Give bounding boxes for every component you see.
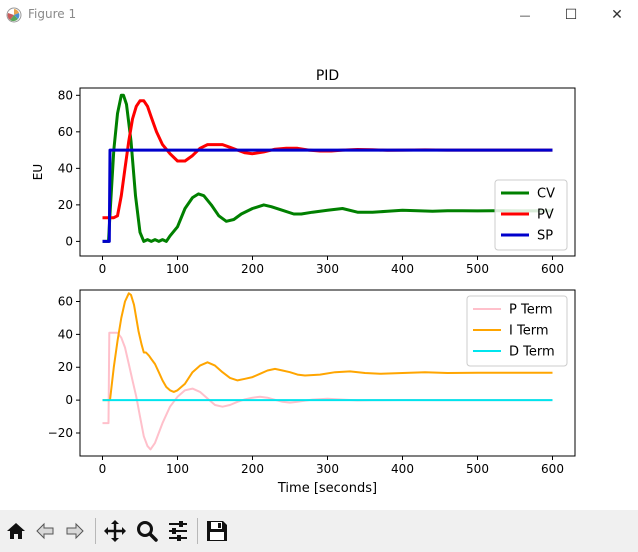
- x-tick-label: 300: [316, 462, 339, 476]
- x-tick-label: 200: [241, 462, 264, 476]
- back-button[interactable]: [32, 517, 58, 545]
- y-tick-label: 0: [65, 393, 73, 407]
- x-tick-label: 500: [466, 262, 489, 276]
- navigation-toolbar: [0, 510, 638, 552]
- legend-frame: [494, 179, 568, 251]
- y-tick-label: 0: [65, 234, 73, 248]
- axes-1: 0 100 200 300 400 500 600 0 20 40 60 80 PID EU CV PV SP: [31, 68, 576, 276]
- x-tick-label: 500: [466, 462, 489, 476]
- window-titlebar: Figure 1 — ☐ ✕: [0, 0, 638, 30]
- chart-title: PID: [316, 68, 339, 84]
- close-button[interactable]: ✕: [594, 0, 638, 30]
- y-tick-label: 40: [58, 161, 73, 175]
- forward-arrow-icon: [66, 522, 84, 540]
- minimize-button[interactable]: —: [502, 0, 548, 30]
- x-tick-label: 400: [391, 462, 414, 476]
- x-tick-label: 200: [241, 262, 264, 276]
- legend-frame: [466, 295, 568, 367]
- x-tick-label: 0: [99, 262, 107, 276]
- axes-background: [80, 88, 575, 256]
- x-tick-label: 400: [391, 262, 414, 276]
- maximize-icon: ☐: [564, 7, 578, 23]
- legend-label: D Term: [509, 345, 555, 360]
- configure-subplots-button[interactable]: [165, 517, 191, 545]
- x-tick-label: 300: [316, 262, 339, 276]
- series-line-p-term: [102, 331, 553, 451]
- x-tick-label: 0: [99, 462, 107, 476]
- y-tick-label: 80: [58, 88, 73, 102]
- x-tick-label: 600: [541, 262, 564, 276]
- save-floppy-icon: [207, 521, 227, 541]
- legend-label: PV: [537, 208, 554, 223]
- y-tick-label: 60: [58, 295, 73, 309]
- legend: P Term I Term D Term: [466, 295, 568, 367]
- x-tick-label: 100: [166, 262, 189, 276]
- home-icon: [7, 523, 25, 539]
- pan-button[interactable]: [102, 517, 128, 545]
- figure-canvas[interactable]: 0 100 200 300 400 500 600 0 20 40 60 80 PID EU CV PV SP 0…: [0, 30, 638, 510]
- x-axis-label: Time [seconds]: [277, 481, 377, 496]
- x-tick-label: 600: [541, 462, 564, 476]
- y-tick-label: 20: [58, 360, 73, 374]
- legend-label: SP: [537, 229, 553, 244]
- back-arrow-icon: [36, 522, 54, 540]
- legend: CV PV SP: [494, 179, 568, 251]
- pan-move-icon: [104, 520, 126, 542]
- configure-subplots-icon: [169, 521, 187, 541]
- close-icon: ✕: [611, 7, 623, 23]
- y-axis-label: EU: [31, 164, 45, 180]
- maximize-button[interactable]: ☐: [548, 0, 594, 30]
- matplotlib-logo-icon: [6, 7, 22, 23]
- legend-label: CV: [537, 187, 555, 202]
- series-line-i-term: [102, 292, 553, 402]
- y-tick-label: −20: [48, 426, 73, 440]
- legend-label: I Term: [509, 324, 548, 339]
- zoom-button[interactable]: [134, 517, 160, 545]
- axes-2: 0 100 200 300 400 500 600 −20 0 20 40 60 Time [secon…: [48, 289, 576, 496]
- y-tick-label: 40: [58, 327, 73, 341]
- series-line-sp: [102, 148, 553, 243]
- toolbar-separator: [197, 518, 198, 544]
- window-title: Figure 1: [28, 7, 77, 21]
- figure-svg: 0 100 200 300 400 500 600020406080PIDEUCVPVSP0…: [31, 68, 576, 496]
- forward-button[interactable]: [62, 517, 88, 545]
- minimize-icon: —: [519, 9, 531, 22]
- home-button[interactable]: [3, 517, 29, 545]
- y-tick-label: 60: [58, 125, 73, 139]
- toolbar-separator: [95, 518, 96, 544]
- y-tick-label: 20: [58, 198, 73, 212]
- zoom-magnifier-icon: [137, 521, 158, 542]
- x-tick-label: 100: [166, 462, 189, 476]
- save-button[interactable]: [204, 517, 230, 545]
- legend-label: P Term: [509, 303, 552, 318]
